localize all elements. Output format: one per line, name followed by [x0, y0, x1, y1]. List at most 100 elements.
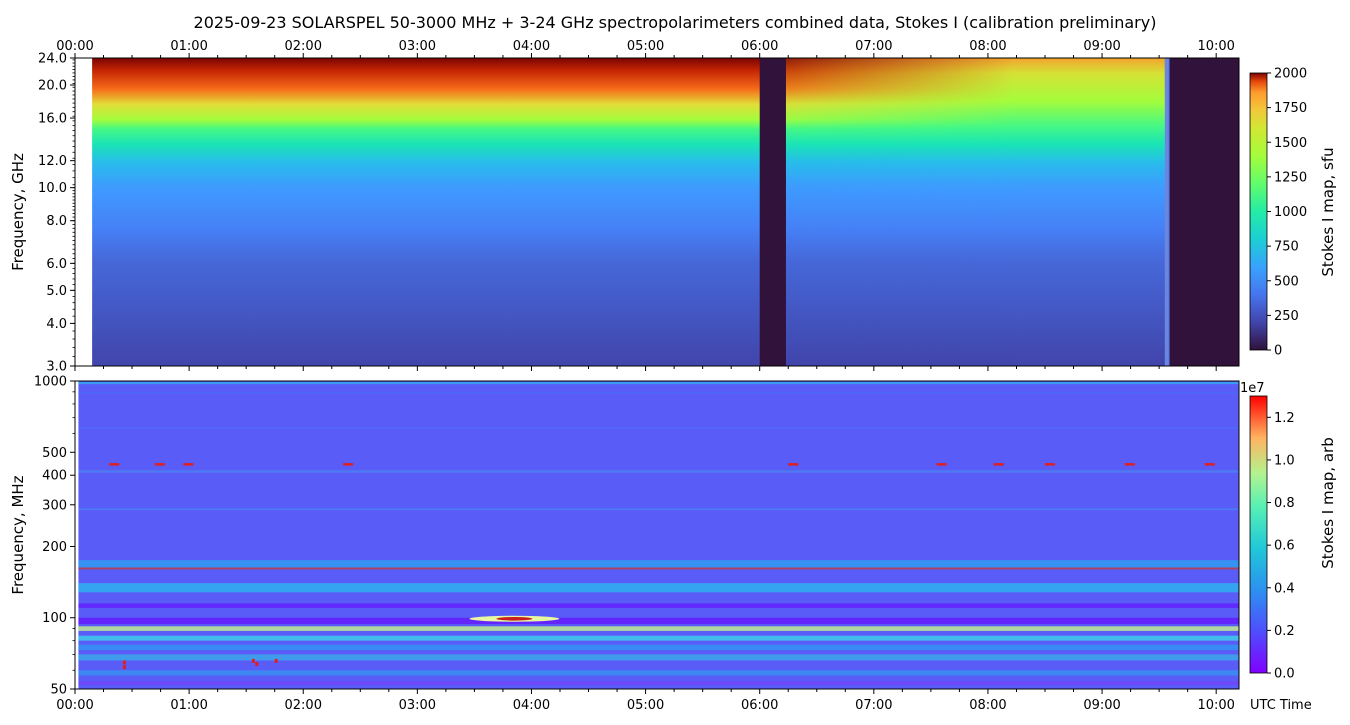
ghz-colorbar	[1249, 72, 1268, 351]
colorbar-tick-label: 2000	[1274, 67, 1307, 82]
top-time-label: 05:00	[627, 39, 664, 54]
mhz-plot-frame	[74, 380, 1240, 690]
mhz-colorbar-exponent: 1e7	[1240, 381, 1265, 396]
mhz-band	[78, 560, 1239, 570]
mhz-colorbar-label: Stokes I map, arb	[1319, 437, 1337, 568]
mhz-rfi-spot	[1045, 463, 1055, 466]
mhz-tick-label: 50	[50, 683, 67, 698]
mhz-spectrum-image	[78, 381, 1239, 689]
mhz-time-axis: 00:00 01:00 02:00 03:00 04:00 05:00 06:00 07:00…	[56, 689, 1235, 713]
ghz-spectrum-image	[92, 58, 1239, 366]
colorbar-tick-label: 500	[1274, 274, 1299, 289]
colorbar-tick-label: 1250	[1274, 170, 1307, 185]
top-time-label: 08:00	[969, 39, 1006, 54]
ghz-tick-label: 10.0	[38, 181, 67, 196]
x-axis-label: UTC Time	[1250, 698, 1312, 713]
ghz-tick-label: 24.0	[38, 52, 67, 67]
colorbar-tick-label: 1.2	[1274, 411, 1295, 426]
bottom-time-label: 01:00	[170, 698, 207, 713]
ghz-tick-label: 8.0	[46, 214, 67, 229]
mhz-band	[78, 626, 1239, 631]
mhz-rfi-spot	[343, 463, 354, 466]
mhz-frequency-axis: 50 100 200 300 400 500 1000	[34, 375, 75, 698]
mhz-rfi-spot	[154, 463, 165, 466]
colorbar-tick-label: 1.0	[1274, 453, 1295, 468]
ghz-tick-label: 4.0	[46, 317, 67, 332]
figure-title: 2025-09-23 SOLARSPEL 50-3000 MHz + 3-24 …	[194, 13, 1157, 32]
colorbar-tick-label: 0.0	[1274, 667, 1295, 682]
mhz-band	[78, 391, 1239, 394]
mhz-hot-spot	[122, 660, 126, 665]
bottom-time-label: 03:00	[399, 698, 436, 713]
mhz-tick-label: 300	[42, 498, 67, 513]
ghz-tick-label: 3.0	[46, 360, 67, 375]
top-time-label: 03:00	[399, 39, 436, 54]
mhz-band	[78, 508, 1239, 511]
ghz-tick-label: 5.0	[46, 284, 67, 299]
panel-ghz-heatmap: 00:00 01:00 02:00 03:00 04:00 05:00 06:00 07:00…	[9, 39, 1337, 375]
ghz-tick-label: 20.0	[38, 79, 67, 94]
mhz-hot-spot	[255, 662, 259, 667]
mhz-band	[78, 567, 1239, 570]
ghz-tick-label: 6.0	[46, 257, 67, 272]
mhz-hot-spot	[122, 665, 126, 670]
mhz-band	[78, 635, 1239, 641]
bottom-time-label: 06:00	[741, 698, 778, 713]
mhz-colorbar	[1249, 395, 1268, 674]
mhz-tick-label: 200	[42, 540, 67, 555]
ghz-data-gap-end	[1168, 58, 1239, 366]
mhz-tick-label: 100	[42, 611, 67, 626]
mhz-band	[78, 382, 1239, 385]
mhz-tick-label: 1000	[34, 375, 67, 390]
top-time-label: 01:00	[170, 39, 207, 54]
colorbar-tick-label: 0.2	[1274, 624, 1295, 639]
colorbar-tick-label: 750	[1274, 240, 1299, 255]
mhz-rfi-spot	[1204, 463, 1215, 466]
colorbar-tick-label: 250	[1274, 309, 1299, 324]
mhz-band	[78, 681, 1239, 685]
bottom-time-label: 04:00	[513, 698, 550, 713]
mhz-burst	[496, 616, 533, 621]
top-time-label: 02:00	[285, 39, 322, 54]
ghz-plot-frame	[74, 57, 1240, 367]
mhz-band	[78, 603, 1239, 608]
panel-mhz-heatmap: 00:00 01:00 02:00 03:00 04:00 05:00 06:00 07:00…	[9, 375, 1337, 714]
mhz-tick-label: 400	[42, 469, 67, 484]
ghz-late-field	[785, 58, 1165, 366]
bottom-time-label: 09:00	[1083, 698, 1120, 713]
mhz-band	[78, 470, 1239, 473]
ghz-frequency-axis: 3.0 4.0 5.0 6.0 8.0 10.0 12.0 16.0 20.0 24.0	[38, 52, 75, 375]
colorbar-tick-label: 1500	[1274, 136, 1307, 151]
mhz-hot-spot	[251, 658, 255, 663]
top-time-label: 10:00	[1197, 39, 1234, 54]
bottom-time-label: 02:00	[285, 698, 322, 713]
mhz-band	[78, 426, 1239, 429]
top-time-label: 06:00	[741, 39, 778, 54]
mhz-rfi-spot	[788, 463, 799, 466]
mhz-band	[78, 644, 1239, 651]
mhz-band	[78, 670, 1239, 676]
bottom-time-label: 00:00	[56, 698, 93, 713]
mhz-rfi-spot	[993, 463, 1004, 466]
bottom-time-label: 08:00	[969, 698, 1006, 713]
ghz-data-gap	[759, 58, 786, 366]
mhz-band	[78, 617, 1239, 625]
top-time-label: 04:00	[513, 39, 550, 54]
top-time-label: 00:00	[56, 39, 93, 54]
mhz-rfi-spot	[183, 463, 194, 466]
ghz-tick-label: 12.0	[38, 154, 67, 169]
ghz-y-axis-label: Frequency, GHz	[9, 153, 27, 271]
ghz-top-time-axis: 00:00 01:00 02:00 03:00 04:00 05:00 06:00 07:00…	[56, 39, 1235, 371]
top-time-label: 07:00	[855, 39, 892, 54]
ghz-tick-label: 16.0	[38, 112, 67, 127]
ghz-gap-edge	[1164, 58, 1170, 366]
colorbar-tick-label: 1000	[1274, 205, 1307, 220]
bottom-time-label: 07:00	[855, 698, 892, 713]
mhz-hot-spot	[274, 658, 278, 663]
bottom-time-label: 10:00	[1197, 698, 1234, 713]
ghz-colorbar-ticks: 0 250 500 750 1000 1250 1500 1750 2000	[1267, 67, 1307, 359]
colorbar-tick-label: 0	[1274, 344, 1282, 359]
bottom-time-label: 05:00	[627, 698, 664, 713]
mhz-band	[78, 654, 1239, 661]
